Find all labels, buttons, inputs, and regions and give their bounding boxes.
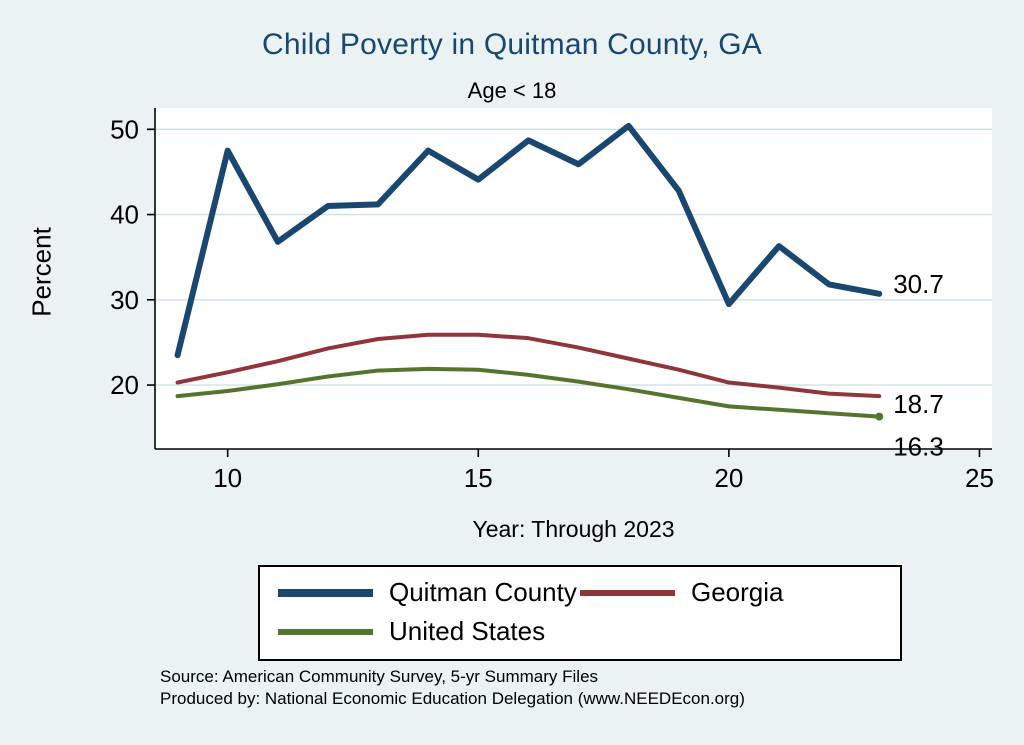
- x-tick-label: 10: [213, 463, 242, 493]
- source-line: Source: American Community Survey, 5-yr …: [160, 667, 599, 686]
- y-tick-label: 20: [110, 370, 139, 400]
- legend-label: United States: [389, 616, 546, 646]
- x-tick-label: 15: [464, 463, 493, 493]
- produced-by-line: Produced by: National Economic Education…: [160, 689, 745, 708]
- series-line-georgia: [175, 332, 882, 399]
- x-axis-title: Year: Through 2023: [472, 516, 675, 542]
- y-tick-label: 30: [110, 285, 139, 315]
- georgia-line-swatch: [580, 589, 675, 596]
- end-value-label: 16.3: [893, 432, 944, 462]
- legend-item-quitman-county: Quitman County: [278, 577, 580, 608]
- legend-label: Quitman County: [389, 577, 577, 607]
- end-value-label: 18.7: [893, 389, 944, 419]
- legend-label: Georgia: [691, 577, 784, 607]
- line-chart: 20 30 40 50 10 15 20 25 30.7 18.7 16.3: [110, 108, 994, 493]
- source-notes: Source: American Community Survey, 5-yr …: [160, 666, 1000, 710]
- legend: Quitman County Georgia United States: [258, 565, 902, 661]
- end-value-label: 30.7: [893, 269, 944, 299]
- legend-item-united-states: United States: [278, 616, 580, 647]
- y-tick-label: 40: [110, 200, 139, 230]
- x-tick-label: 20: [714, 463, 743, 493]
- legend-item-georgia: Georgia: [580, 577, 882, 608]
- series-line-quitman-county: [174, 122, 883, 359]
- end-marker: [875, 412, 884, 421]
- y-tick-label: 50: [110, 114, 139, 144]
- chart-title: Child Poverty in Quitman County, GA: [262, 28, 762, 61]
- united-states-line-swatch: [278, 628, 373, 635]
- x-tick-label: 25: [965, 463, 994, 493]
- series-line-united-states: [175, 366, 882, 419]
- chart-subtitle: Age < 18: [467, 78, 557, 103]
- quitman-county-line-swatch: [278, 588, 373, 597]
